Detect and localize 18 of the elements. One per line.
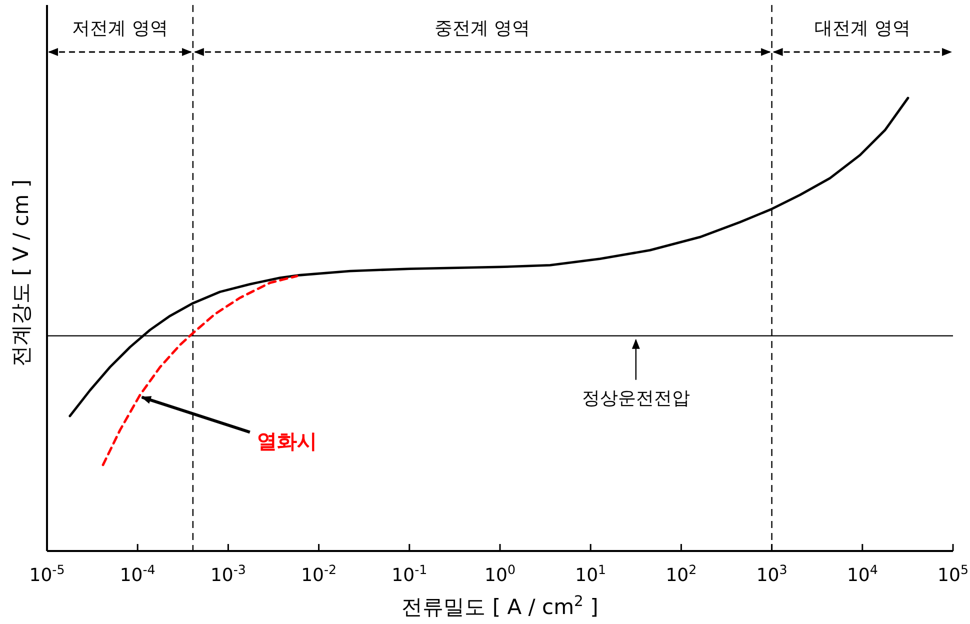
annotation: 열화시 xyxy=(256,429,317,454)
x-tick-label: 10$^{2}$ xyxy=(666,562,697,586)
y-axis-title: 전계강도 [ V / cm ] xyxy=(9,179,33,367)
x-tick-label: 10$^{-3}$ xyxy=(210,562,246,586)
x-tick-label: 10$^{-2}$ xyxy=(301,562,337,586)
x-tick-label: 10$^{0}$ xyxy=(484,562,516,586)
text: 대전계 영역 xyxy=(814,18,910,39)
x-tick-label: 10$^{5}$ xyxy=(938,562,968,586)
x-tick-label: 10$^{-5}$ xyxy=(29,562,65,586)
x-tick-label: 10$^{-1}$ xyxy=(392,562,428,586)
x-tick-label: 10$^{1}$ xyxy=(575,562,606,586)
text: 저전계 영역 xyxy=(72,18,168,39)
legend-label: 정상운전전압 xyxy=(582,388,690,409)
text: 중전계 영역 xyxy=(434,18,530,39)
x-tick-label: 10$^{4}$ xyxy=(846,562,878,586)
x-axis-title: 전류밀도 [ A / cm$^{2}$ ] xyxy=(402,592,598,619)
x-tick-label: 10$^{-4}$ xyxy=(120,562,156,586)
x-tick-label: 10$^{3}$ xyxy=(756,562,788,586)
